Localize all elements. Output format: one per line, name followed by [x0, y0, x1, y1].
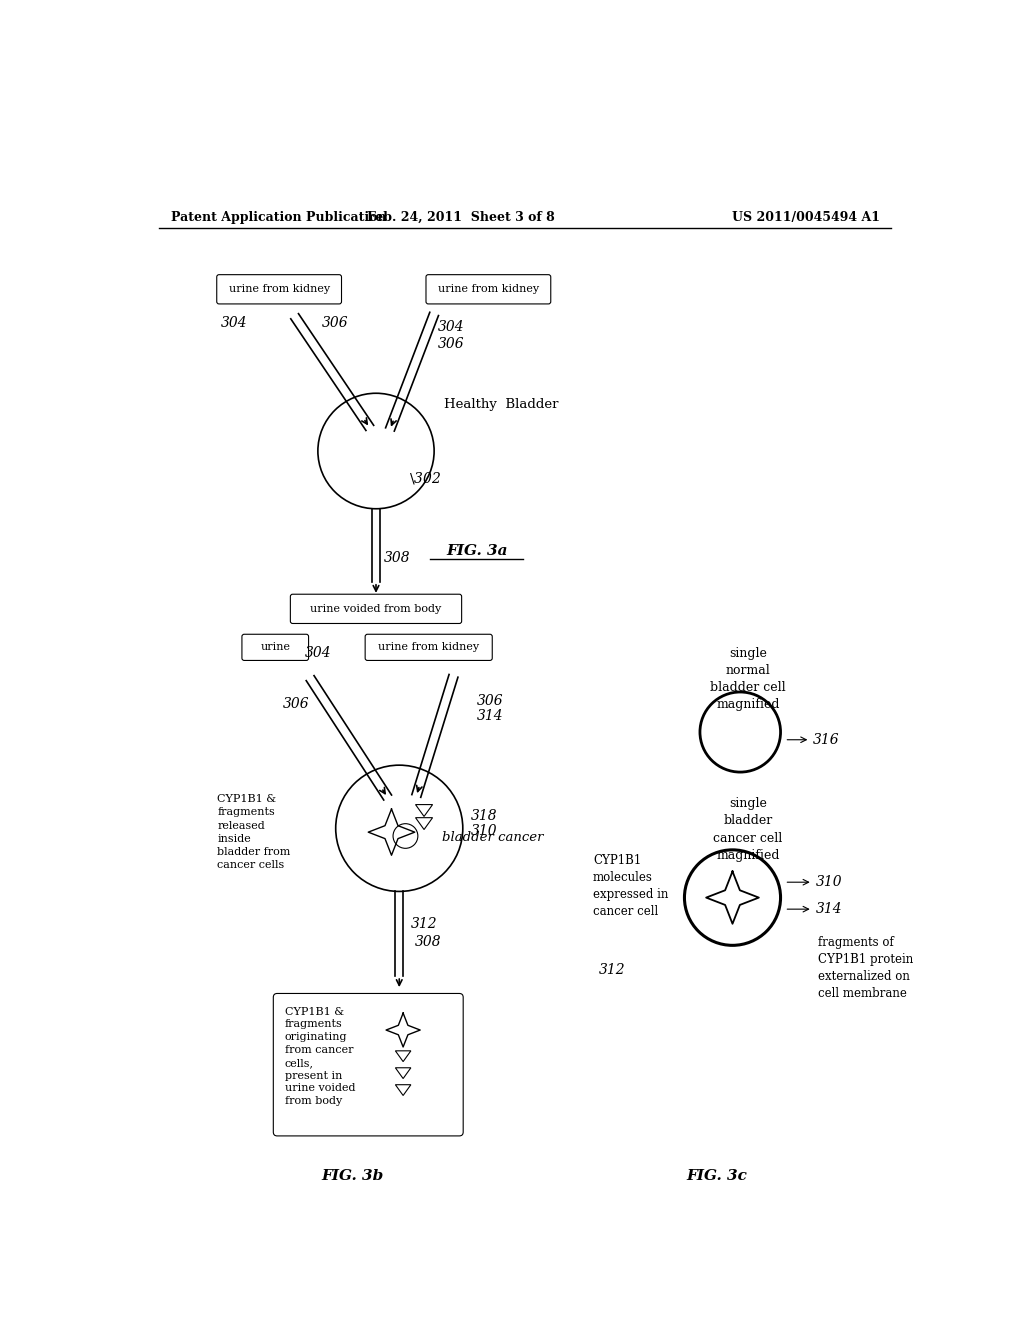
Text: FIG. 3c: FIG. 3c [686, 1170, 748, 1183]
Text: bladder cancer: bladder cancer [442, 832, 544, 843]
Text: urine: urine [260, 643, 290, 652]
Text: 304: 304 [438, 321, 465, 334]
Text: fragments of
CYP1B1 protein
externalized on
cell membrane: fragments of CYP1B1 protein externalized… [818, 936, 913, 1001]
Text: 304: 304 [304, 645, 331, 660]
Text: 310: 310 [471, 825, 498, 838]
Text: 314: 314 [787, 902, 842, 916]
Text: 308: 308 [415, 935, 441, 949]
Text: Feb. 24, 2011  Sheet 3 of 8: Feb. 24, 2011 Sheet 3 of 8 [368, 211, 555, 224]
Text: 306: 306 [322, 317, 348, 330]
Text: CYP1B1
molecules
expressed in
cancer cell: CYP1B1 molecules expressed in cancer cel… [593, 854, 669, 917]
Text: $\backslash$302: $\backslash$302 [409, 470, 441, 486]
Text: 316: 316 [787, 733, 840, 747]
Text: 306: 306 [477, 693, 504, 708]
Text: urine from kidney: urine from kidney [378, 643, 479, 652]
Text: single
normal
bladder cell
magnified: single normal bladder cell magnified [711, 647, 785, 711]
Text: 304: 304 [221, 317, 248, 330]
Text: US 2011/0045494 A1: US 2011/0045494 A1 [732, 211, 880, 224]
Text: CYP1B1 &
fragments
released
inside
bladder from
cancer cells: CYP1B1 & fragments released inside bladd… [217, 795, 291, 870]
Text: 306: 306 [438, 337, 465, 351]
Text: FIG. 3b: FIG. 3b [322, 1170, 384, 1183]
Text: urine voided from body: urine voided from body [310, 603, 441, 614]
Text: 308: 308 [384, 552, 411, 565]
Text: urine from kidney: urine from kidney [228, 284, 330, 294]
Text: 314: 314 [477, 709, 504, 723]
Text: 310: 310 [787, 875, 842, 890]
Text: Patent Application Publication: Patent Application Publication [171, 211, 386, 224]
Text: Healthy  Bladder: Healthy Bladder [444, 399, 559, 412]
Text: 318: 318 [471, 809, 498, 824]
Text: 312: 312 [599, 964, 626, 977]
Text: urine from kidney: urine from kidney [438, 284, 539, 294]
Text: CYP1B1 &
fragments
originating
from cancer
cells,
present in
urine voided
from b: CYP1B1 & fragments originating from canc… [285, 1007, 355, 1106]
Text: 312: 312 [411, 917, 437, 931]
Text: 306: 306 [283, 697, 309, 711]
Text: FIG. 3a: FIG. 3a [446, 544, 508, 558]
Text: single
bladder
cancer cell
magnified: single bladder cancer cell magnified [714, 797, 782, 862]
